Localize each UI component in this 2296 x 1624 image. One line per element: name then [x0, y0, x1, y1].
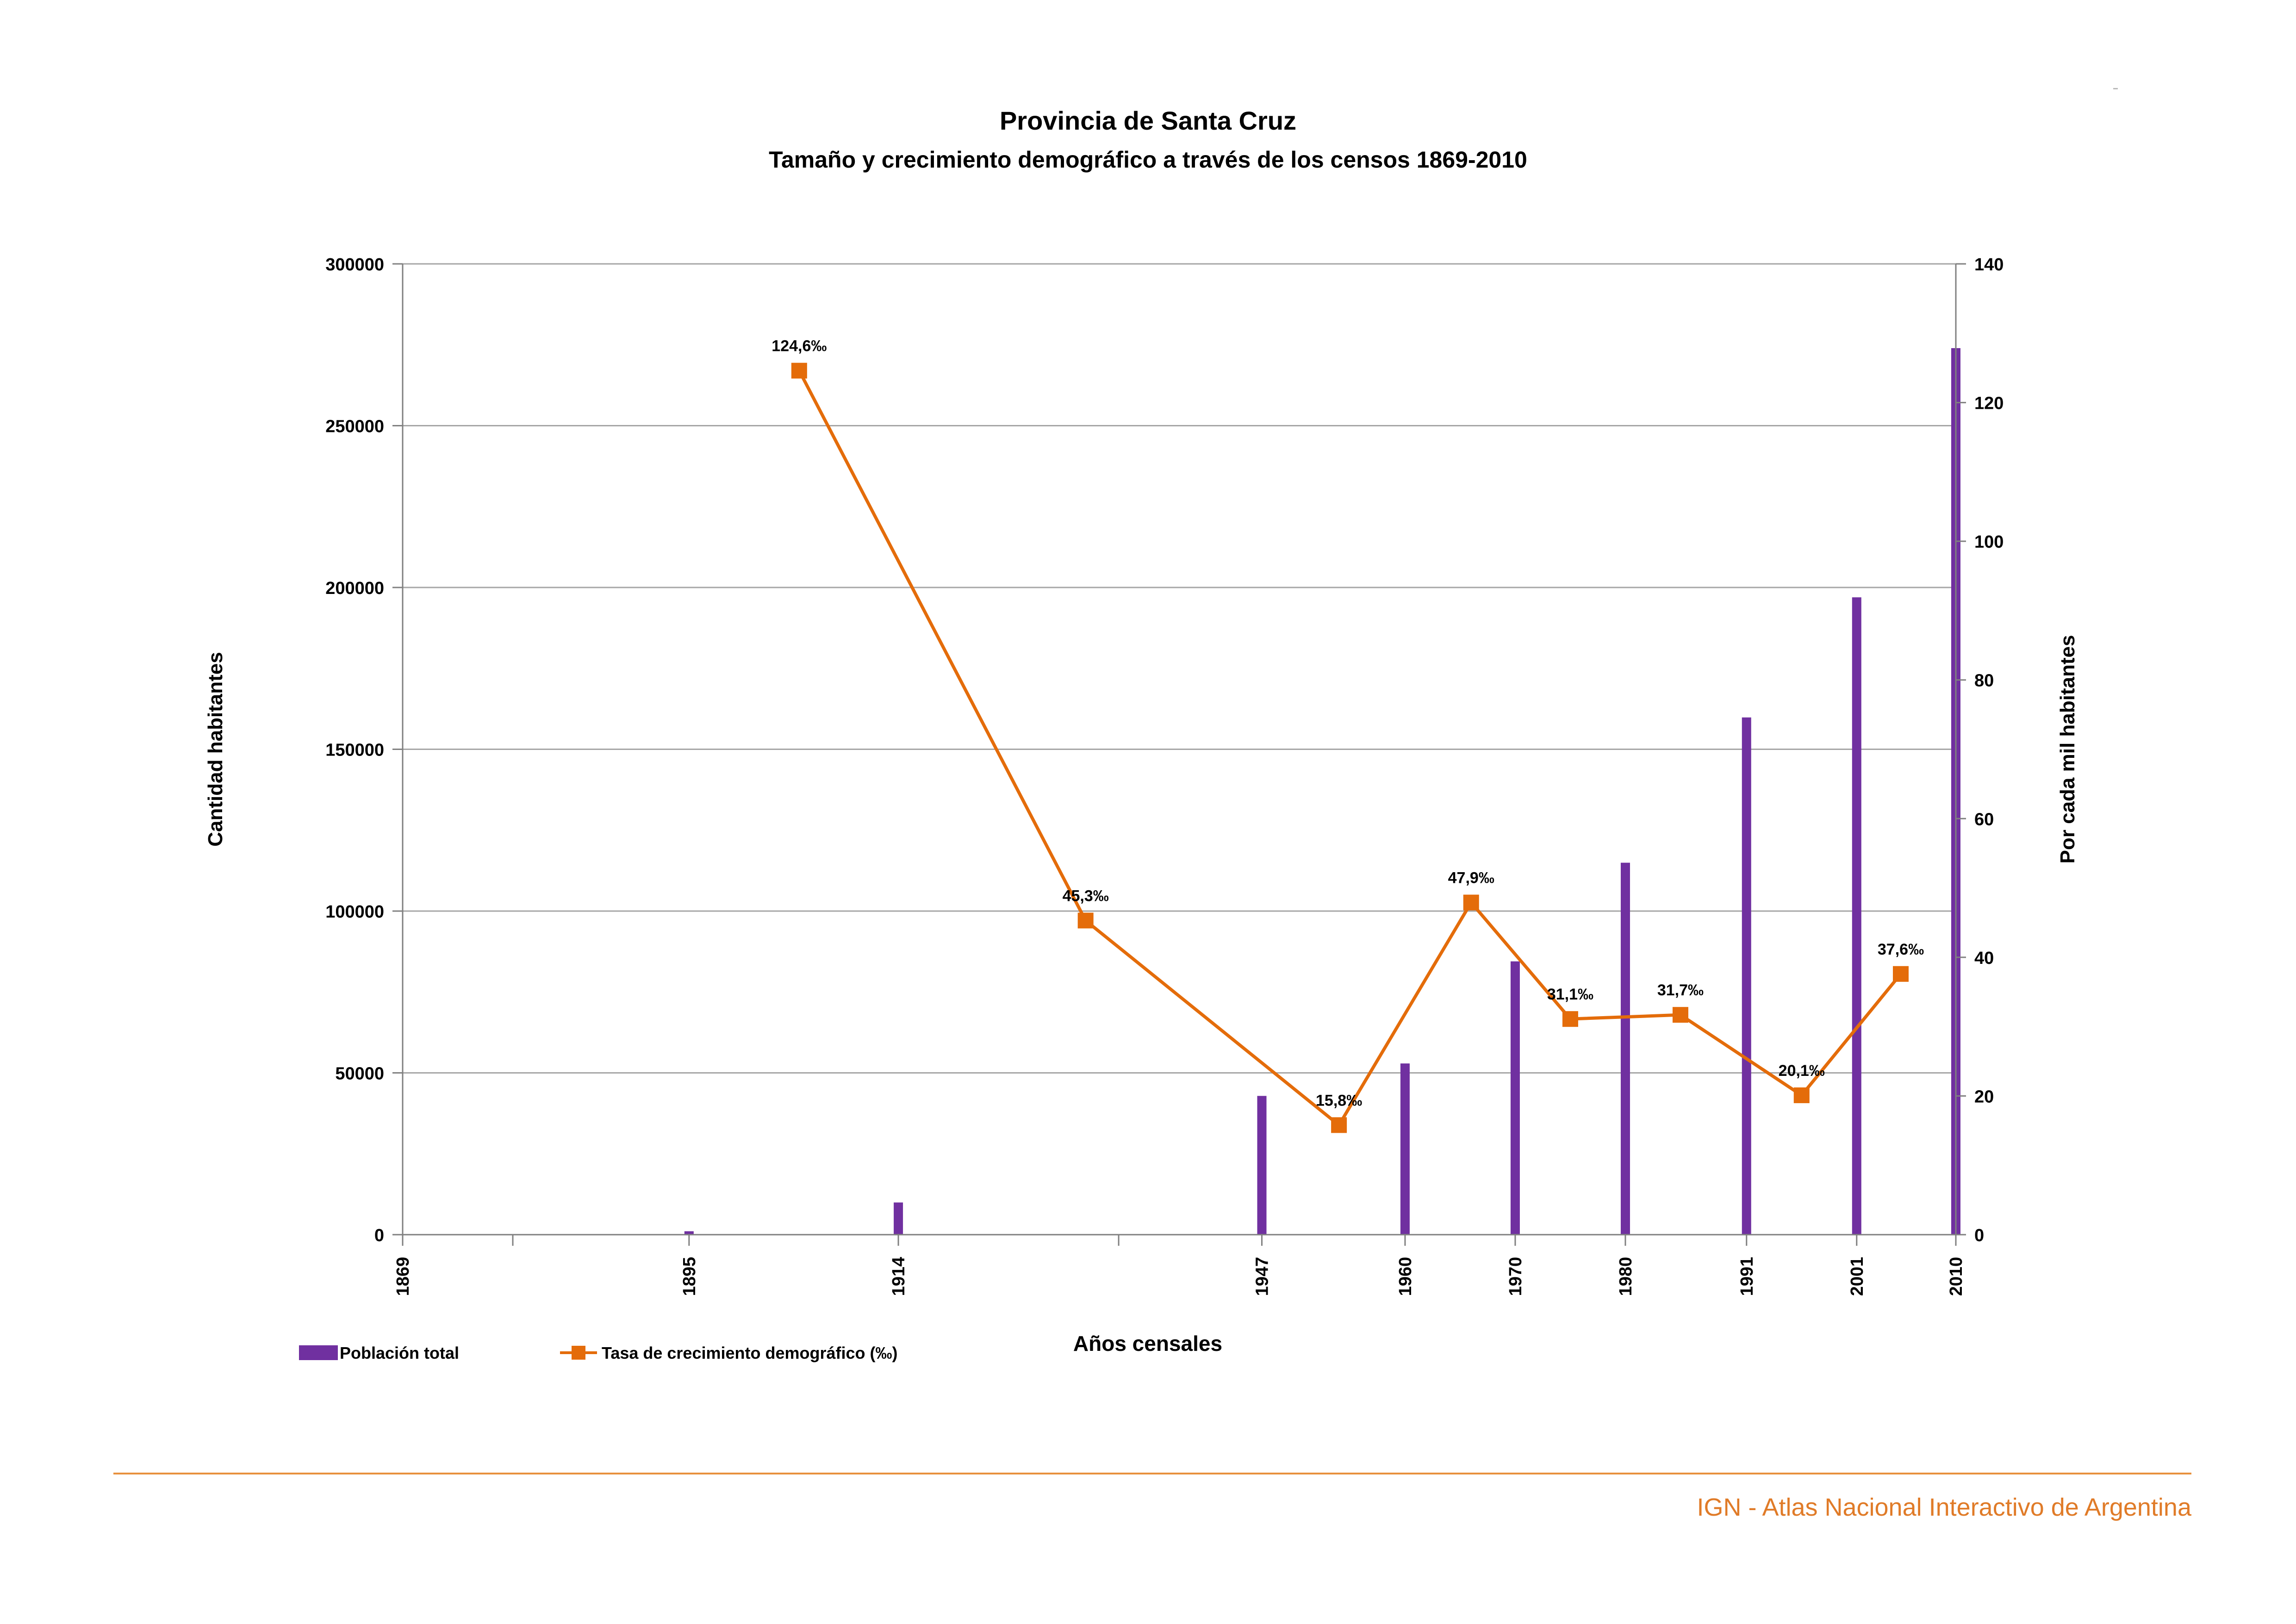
growth-rate-polyline [797, 370, 1902, 1128]
legend-swatch-marker [572, 1346, 585, 1360]
y2-tick-label: 100 [1974, 532, 2004, 552]
axes: 0 50000 100000 150000 200000 250000 300000 0 20 4… [325, 255, 2004, 1296]
growth-rate-data-label: 31,7‰ [1657, 981, 1704, 999]
growth-rate-marker [1463, 894, 1479, 911]
growth-rate-marker [1672, 1007, 1688, 1023]
growth-rate-marker [791, 362, 807, 379]
chart-title: Provincia de Santa Cruz [999, 106, 1297, 135]
population-bar [894, 1202, 903, 1235]
growth-rate-marker [1562, 1011, 1578, 1027]
y2-tick-label: 80 [1974, 671, 1994, 691]
axis-labels: Cantidad habitantes Por cada mil habitant… [204, 635, 2079, 1355]
growth-rate-marker [1793, 1087, 1810, 1103]
y2-tick-label: 40 [1974, 949, 1994, 968]
x-tick-label: 1914 [889, 1257, 908, 1296]
chart-subtitle: Tamaño y crecimiento demográfico a travé… [769, 147, 1527, 173]
y-tick-label: 150000 [325, 741, 384, 760]
x-tick-label: 1960 [1396, 1257, 1415, 1296]
y-tick-label: 300000 [325, 255, 384, 275]
population-bar [1510, 961, 1520, 1235]
y-tick-label: 200000 [325, 579, 384, 598]
growth-rate-data-label: 37,6‰ [1878, 941, 1924, 958]
corner-mark [2113, 88, 2118, 89]
population-bar [684, 1231, 694, 1235]
population-bar [1742, 717, 1751, 1235]
y2-axis-title: Por cada mil habitantes [2056, 635, 2079, 864]
growth-rate-data-label: 31,1‰ [1547, 986, 1593, 1003]
legend-label-population: Población total [340, 1343, 459, 1362]
growth-rate-marker [1077, 912, 1094, 929]
x-tick-label: 2010 [1947, 1257, 1966, 1296]
x-tick-label: 1991 [1737, 1257, 1757, 1296]
growth-rate-marker [1892, 966, 1909, 982]
growth-rate-data-label: 45,3‰ [1063, 887, 1109, 905]
x-tick-label: 1970 [1506, 1257, 1525, 1296]
x-tick-label: 1869 [393, 1257, 413, 1296]
population-bar [1400, 1063, 1410, 1235]
growth-rate-data-label: 15,8‰ [1316, 1092, 1362, 1109]
x-axis-title: Años censales [1073, 1331, 1222, 1355]
x-tick-label: 1947 [1253, 1257, 1272, 1296]
x-tick-label: 1980 [1616, 1257, 1636, 1296]
legend-label-growth-rate: Tasa de crecimiento demográfico (‰) [602, 1343, 898, 1362]
growth-rate-data-label: 20,1‰ [1779, 1062, 1825, 1080]
y2-tick-label: 0 [1974, 1226, 1984, 1245]
population-bar [1620, 862, 1630, 1235]
y2-tick-label: 60 [1974, 810, 1994, 829]
y-tick-label: 250000 [325, 417, 384, 437]
gridlines [403, 263, 1956, 1074]
y2-tick-label: 140 [1974, 255, 2004, 275]
legend-swatch-population [299, 1345, 338, 1360]
population-bar [1257, 1096, 1267, 1235]
growth-rate-data-label: 47,9‰ [1448, 869, 1494, 887]
population-bar [1852, 597, 1861, 1235]
x-tick-label: 1895 [680, 1257, 699, 1296]
y-tick-label: 0 [374, 1226, 384, 1245]
x-tick-label: 2001 [1848, 1257, 1867, 1296]
footer-divider [113, 1473, 2191, 1474]
y2-tick-label: 120 [1974, 394, 2004, 413]
growth-rate-marker [1331, 1117, 1347, 1133]
y-tick-label: 50000 [335, 1064, 384, 1084]
footer-credit: IGN - Atlas Nacional Interactivo de Arge… [1697, 1493, 2191, 1521]
legend: Población total Tasa de crecimiento demog… [299, 1343, 898, 1362]
y2-tick-label: 20 [1974, 1087, 1994, 1106]
growth-rate-line: 124,6‰ 45,3‰ 15,8‰ 47,9‰ 31,1‰ 31,7‰ 20,1‰ 37,6… [772, 337, 1924, 1133]
y-tick-label: 100000 [325, 902, 384, 922]
y-axis-title: Cantidad habitantes [204, 652, 227, 847]
growth-rate-data-label: 124,6‰ [772, 337, 827, 355]
